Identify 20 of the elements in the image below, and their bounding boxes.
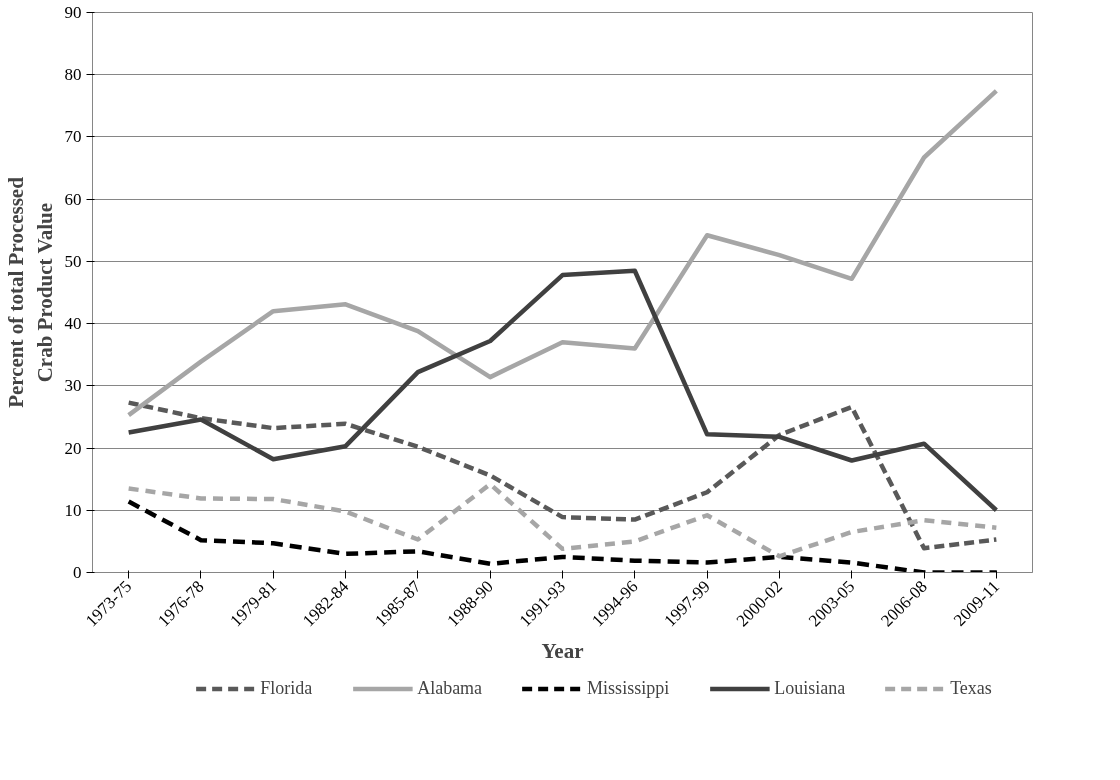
y-tick-label: 20 [64, 438, 82, 458]
y-tick-label: 90 [64, 3, 82, 22]
legend-label: Alabama [417, 677, 483, 699]
y-tick-label: 60 [64, 189, 82, 209]
legend-label: Louisiana [774, 677, 846, 699]
y-tick-label: 70 [64, 127, 82, 147]
y-tick-label: 50 [64, 251, 82, 271]
y-tick-label: 30 [64, 376, 82, 396]
legend-label: Texas [950, 677, 992, 699]
y-axis-title: Percent of total Processed Crab Product Value [3, 176, 57, 408]
y-tick-label: 10 [64, 500, 82, 520]
line-series [126, 400, 999, 551]
legend-label: Mississippi [587, 677, 670, 699]
y-tick-label: 40 [64, 314, 82, 334]
line-series [126, 88, 999, 418]
line-series [126, 268, 999, 513]
x-axis-title: Year [541, 639, 584, 664]
legend-label: Florida [260, 677, 313, 699]
y-tick-label: 80 [64, 65, 82, 85]
y-tick-label: 0 [73, 563, 82, 582]
